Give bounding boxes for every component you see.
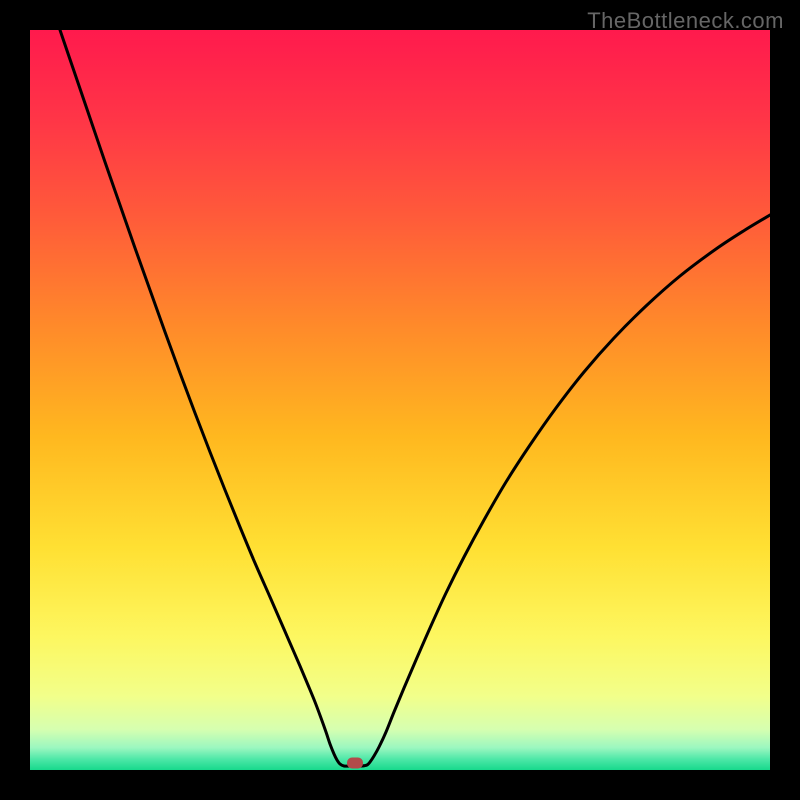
- chart-container: TheBottleneck.com: [0, 0, 800, 800]
- plot-area: [30, 30, 770, 770]
- watermark-text: TheBottleneck.com: [587, 8, 784, 34]
- curve-layer: [30, 30, 770, 770]
- minimum-marker: [347, 758, 363, 769]
- bottleneck-curve: [60, 30, 770, 766]
